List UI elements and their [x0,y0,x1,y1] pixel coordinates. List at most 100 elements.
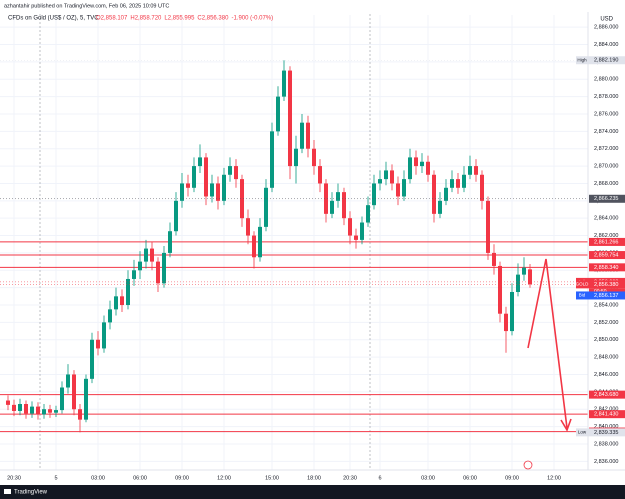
candle-body [492,252,496,266]
candle-body [30,406,34,414]
candle-body [24,404,28,414]
ohlc-value: C2,856.380 [197,16,229,22]
candle-body [174,200,178,232]
candle-body [264,187,268,227]
candle-body [240,179,244,219]
y-tick-label: 2,870.000 [594,164,618,170]
y-tick-label: 2,872.000 [594,146,618,152]
candle-body [60,387,64,411]
candle-body [210,183,214,197]
x-tick-label: 03:00 [421,475,435,481]
x-tick-label: 20:30 [7,475,21,481]
ohlc-value: L2,855.995 [164,16,195,22]
y-tick-label: 2,868.000 [594,181,618,187]
level-label: 2,861.266 [594,239,618,245]
candle-body [402,179,406,197]
candle-body [228,166,232,175]
candle-body [372,183,376,206]
badge-name: Bid [579,293,586,298]
candle-body [480,174,484,201]
candle-body [456,179,460,188]
x-tick-label: 12:00 [547,475,561,481]
candle-body [474,166,478,175]
candle-body [414,157,418,167]
y-tick-label: 2,886.000 [594,25,618,31]
candle-body [216,183,220,201]
candle-body [144,248,148,262]
event-icon [523,460,533,470]
y-tick-label: 2,876.000 [594,111,618,117]
price-badge [589,280,625,289]
currency: USD [600,17,613,23]
candle-body [324,183,328,214]
candle-body [408,157,412,180]
candle-body [12,404,16,411]
y-tick-label: 2,848.000 [594,355,618,361]
chart-title: CFDs on Gold (US$ / OZ), 5, TVC [8,16,99,22]
price-label: 2,856.137 [594,293,618,299]
level-badge [589,263,625,272]
candle-body [384,170,388,180]
badge-name-bg [576,428,589,437]
ohlc-value: O2,858.107 [96,16,128,22]
level-label: 2,859.754 [594,253,618,259]
candle-body [138,261,142,271]
y-tick-label: 2,874.000 [594,129,618,135]
candle-body [6,400,10,405]
badge-name-bg [576,280,589,289]
candle-body [180,183,184,201]
candle-body [258,226,262,258]
y-tick-label: 2,878.000 [594,94,618,100]
y-tick-label: 2,836.000 [594,459,618,465]
footer-brand: TradingView [14,490,48,496]
candle-body [306,122,310,149]
level-badge [589,410,625,419]
price-label: 2,882.190 [594,58,618,64]
candle-body [186,183,190,188]
candle-body [72,374,76,410]
candle-body [450,179,454,188]
candle-body [300,122,304,149]
price-badge [589,56,625,65]
candle-body [54,410,58,413]
candle-body [378,179,382,184]
candle-body [96,339,100,349]
candle-body [66,374,70,388]
badge-name: GOLD [576,282,590,287]
x-tick-label: 12:00 [217,475,231,481]
candle-body [276,96,280,132]
plot-area [0,59,588,433]
arrow-head [560,418,572,432]
candle-body [390,170,394,184]
x-tick-label: 09:00 [505,475,519,481]
candle-body [348,218,352,236]
candle-body [432,174,436,214]
candle-body [468,166,472,175]
candle-body [168,231,172,253]
x-tick-label: 6 [378,475,381,481]
candle-body [294,148,298,167]
x-tick-label: 5 [54,475,57,481]
candle-body [234,166,238,180]
level-label: 2,858.340 [594,265,618,271]
candle-body [222,174,226,201]
x-tick-label: 15:00 [265,475,279,481]
candle-body [360,222,364,240]
candle-body [120,296,124,306]
candle-body [282,70,286,97]
candle-body [486,200,490,253]
candle-body [522,267,526,275]
level-label: 2,843.680 [594,392,618,398]
drawn-arrow [527,258,568,429]
y-tick-label: 2,854.000 [594,302,618,308]
y-tick-label: 2,850.000 [594,337,618,343]
badge-name-bg [576,291,589,300]
footer-bar [0,485,625,499]
candle-body [420,161,424,167]
badge-name-bg [576,56,589,65]
x-tick-label: 03:00 [91,475,105,481]
y-tick-label: 2,852.000 [594,320,618,326]
price-label: 2,866.235 [594,196,618,202]
candle-body [246,218,250,236]
